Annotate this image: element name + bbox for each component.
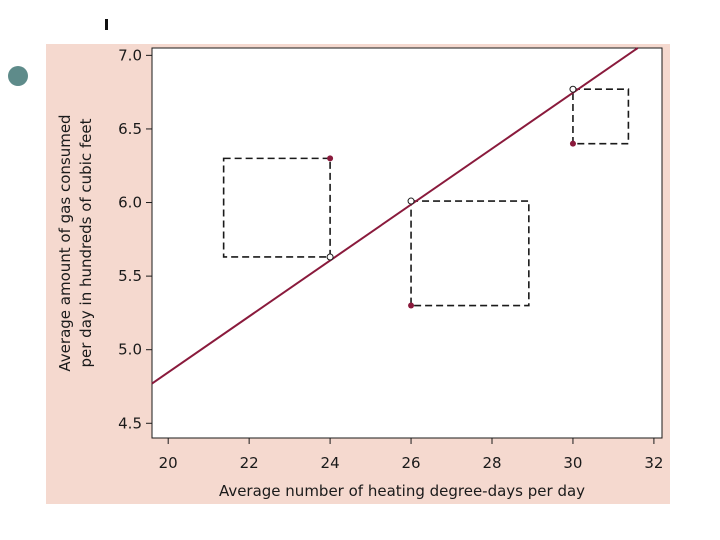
y-tick-label: 6.0 <box>118 194 142 212</box>
observed-point <box>569 140 576 147</box>
x-axis: 20 22 24 26 28 30 32 <box>159 438 663 472</box>
residual-box-1 <box>222 157 331 258</box>
y-tick-label: 6.5 <box>118 120 142 138</box>
y-axis: 4.5 5.0 5.5 6.0 6.5 7.0 <box>118 46 152 432</box>
x-tick-label: 24 <box>321 454 340 472</box>
observed-point <box>408 302 415 309</box>
predicted-point <box>407 197 415 205</box>
regression-line-group <box>151 47 639 385</box>
x-axis-title: Average number of heating degree-days pe… <box>219 482 585 500</box>
x-tick-label: 20 <box>159 454 178 472</box>
x-tick-label: 22 <box>240 454 259 472</box>
observed-point <box>327 155 334 162</box>
y-tick-label: 4.5 <box>118 414 142 432</box>
x-tick-label: 30 <box>563 454 582 472</box>
y-axis-title-line1: Average amount of gas consumed <box>56 114 74 371</box>
regression-line <box>151 47 639 385</box>
predicted-point <box>569 85 577 93</box>
x-tick-label: 32 <box>644 454 663 472</box>
residual-box-2 <box>410 200 530 307</box>
x-tick-label: 26 <box>402 454 421 472</box>
data-points <box>326 85 577 309</box>
y-axis-title-line2: per day in hundreds of cubic feet <box>77 118 95 367</box>
x-tick-label: 28 <box>482 454 501 472</box>
residual-box-3 <box>572 88 630 145</box>
bullet-dot <box>8 66 28 86</box>
residual-boxes <box>222 88 630 307</box>
y-tick-label: 5.0 <box>118 341 142 359</box>
y-tick-label: 7.0 <box>118 46 142 64</box>
predicted-point <box>326 253 334 261</box>
plot-area <box>151 47 663 439</box>
bullet-tick-mark <box>105 19 108 30</box>
y-tick-label: 5.5 <box>118 267 142 285</box>
